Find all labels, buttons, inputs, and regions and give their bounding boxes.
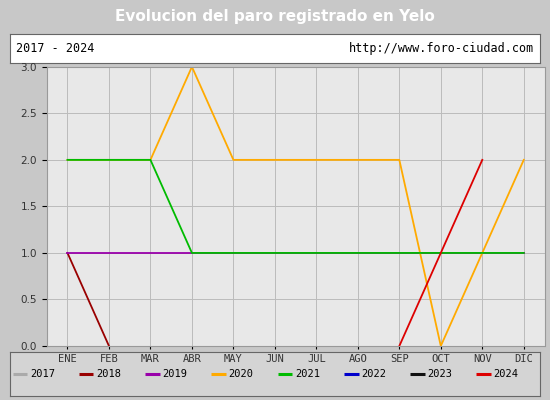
Text: 2021: 2021	[295, 369, 320, 379]
Text: 2024: 2024	[494, 369, 519, 379]
Text: http://www.foro-ciudad.com: http://www.foro-ciudad.com	[349, 42, 534, 55]
Text: Evolucion del paro registrado en Yelo: Evolucion del paro registrado en Yelo	[115, 10, 435, 24]
Text: 2017: 2017	[30, 369, 55, 379]
Text: 2020: 2020	[229, 369, 254, 379]
Text: 2022: 2022	[361, 369, 386, 379]
Text: 2019: 2019	[162, 369, 188, 379]
Text: 2023: 2023	[427, 369, 453, 379]
Text: 2017 - 2024: 2017 - 2024	[16, 42, 95, 55]
Text: 2018: 2018	[96, 369, 121, 379]
